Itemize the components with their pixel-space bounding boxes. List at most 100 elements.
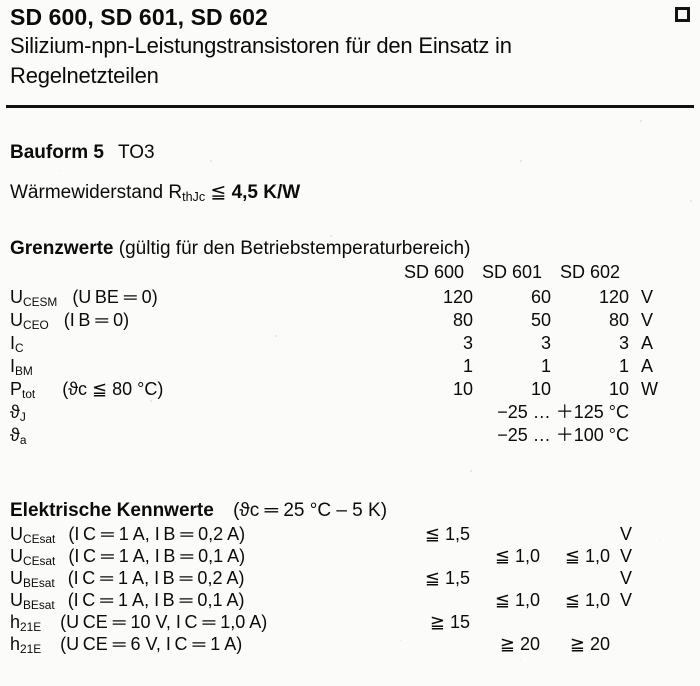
parameter-symbol: UCESM xyxy=(10,287,57,307)
parameter-symbol: ϑa xyxy=(10,425,26,445)
limits-table-body: UCESM (U BE ═ 0) 120 60 120 V UCEO (I B ═ 0) 8… xyxy=(10,287,671,448)
table-row: UCESM (U BE ═ 0) 120 60 120 V xyxy=(10,287,671,310)
value-sd600 xyxy=(400,590,470,612)
scan-speckle xyxy=(660,540,661,541)
limits-header-row: SD 600 SD 601 SD 602 xyxy=(10,262,671,287)
parameter-label: UCEO (I B ═ 0) xyxy=(10,310,395,333)
package-value: TO3 xyxy=(118,142,155,163)
table-row: UCEsat (I C ═ 1 A, I B ═ 0,2 A) ≦ 1,5 V xyxy=(10,524,646,546)
limits-header-spacer xyxy=(10,262,395,287)
parameter-symbol: IBM xyxy=(10,356,33,376)
unit-cell: V xyxy=(629,310,671,333)
parameter-condition: (I C ═ 1 A, I B ═ 0,1 A) xyxy=(63,590,245,610)
thermal-resistance-row: Wärmewiderstand RthJc ≦ 4,5 K/W xyxy=(10,181,300,204)
subtitle-line-2: Regelnetzteilen xyxy=(10,63,159,89)
parameter-label: UCEsat (I C ═ 1 A, I B ═ 0,1 A) xyxy=(10,546,400,568)
limits-col-unit xyxy=(629,262,671,287)
scan-speckle xyxy=(690,200,692,202)
parameter-condition: (U CE ═ 6 V, I C ═ 1 A) xyxy=(55,634,242,654)
parameter-symbol: UBEsat xyxy=(10,568,55,588)
parameter-symbol-subscript: CEO xyxy=(23,318,49,332)
datasheet-page: SD 600, SD 601, SD 602 Silizium-npn-Leis… xyxy=(0,0,700,686)
value-sd601: 10 xyxy=(473,379,551,402)
parameter-label: UBEsat (I C ═ 1 A, I B ═ 0,2 A) xyxy=(10,568,400,590)
value-sd602: 80 xyxy=(551,310,629,333)
parameter-condition: (I C ═ 1 A, I B ═ 0,2 A) xyxy=(63,524,245,544)
parameter-symbol: Ptot xyxy=(10,379,35,399)
unit-cell xyxy=(610,634,646,656)
scan-speckle xyxy=(520,660,521,661)
electrical-heading-condition: (ϑc ═ 25 °C – 5 K) xyxy=(233,500,387,521)
unit-cell: V xyxy=(610,546,646,568)
value-sd601: 50 xyxy=(473,310,551,333)
subtitle-line-1: Silizium-npn-Leistungstransistoren für d… xyxy=(10,33,512,59)
parameter-symbol: IC xyxy=(10,333,24,353)
parameter-symbol-subscript: tot xyxy=(22,387,35,401)
parameter-symbol-subscript: J xyxy=(20,410,26,424)
scan-speckle xyxy=(330,235,332,237)
parameter-label: UCESM (U BE ═ 0) xyxy=(10,287,395,310)
parameter-symbol-subscript: BM xyxy=(15,364,33,378)
unit-cell: A xyxy=(629,356,671,379)
value-sd602: ≦ 1,0 xyxy=(540,546,610,568)
table-row: ϑJ −25 … ＋125 °C xyxy=(10,402,671,425)
parameter-label: IC xyxy=(10,333,395,356)
parameter-label: UCEsat (I C ═ 1 A, I B ═ 0,2 A) xyxy=(10,524,400,546)
page-title: SD 600, SD 601, SD 602 xyxy=(10,4,268,31)
parameter-symbol-subscript: CEsat xyxy=(23,532,55,546)
limits-col-sd601: SD 601 xyxy=(473,262,551,287)
package-label: Bauform 5 xyxy=(10,142,104,163)
value-sd600: 3 xyxy=(395,333,473,356)
table-row: ϑa −25 … ＋100 °C xyxy=(10,425,671,448)
parameter-symbol-subscript: a xyxy=(20,433,27,447)
parameter-condition: (U BE ═ 0) xyxy=(67,287,157,307)
table-row: Ptot (ϑc ≦ 80 °C) 10 10 10 W xyxy=(10,379,671,402)
parameter-symbol: ϑJ xyxy=(10,402,26,422)
value-sd600: 1 xyxy=(395,356,473,379)
value-sd600: ≦ 1,5 xyxy=(400,568,470,590)
table-row: IBM 1 1 1 A xyxy=(10,356,671,379)
electrical-heading: Elektrische Kennwerte (ϑc ═ 25 °C – 5 K) xyxy=(10,500,387,522)
unit-cell xyxy=(610,612,646,634)
parameter-label: h21E (U CE ═ 6 V, I C ═ 1 A) xyxy=(10,634,400,656)
scan-speckle xyxy=(60,170,61,171)
parameter-label: ϑa xyxy=(10,425,395,448)
unit-cell xyxy=(629,402,671,425)
parameter-symbol: h21E xyxy=(10,612,41,632)
parameter-symbol: UBEsat xyxy=(10,590,55,610)
value-sd602: 10 xyxy=(551,379,629,402)
limits-table-head: SD 600 SD 601 SD 602 xyxy=(10,262,671,287)
scan-speckle xyxy=(210,160,212,162)
value-sd602: 120 xyxy=(551,287,629,310)
unit-cell: V xyxy=(610,568,646,590)
table-row: IC 3 3 3 A xyxy=(10,333,671,356)
parameter-label: h21E (U CE ═ 10 V, I C ═ 1,0 A) xyxy=(10,612,400,634)
table-row: h21E (U CE ═ 10 V, I C ═ 1,0 A) ≧ 15 xyxy=(10,612,646,634)
parameter-symbol-subscript: CEsat xyxy=(23,554,55,568)
parameter-label: Ptot (ϑc ≦ 80 °C) xyxy=(10,379,395,402)
scan-speckle xyxy=(470,470,472,472)
unit-cell: V xyxy=(610,590,646,612)
parameter-symbol: UCEsat xyxy=(10,524,55,544)
limits-table: SD 600 SD 601 SD 602 UCESM (U BE ═ 0) 120… xyxy=(10,262,671,448)
value-sd602: ≦ 1,0 xyxy=(540,590,610,612)
value-sd601 xyxy=(470,612,540,634)
parameter-condition: (I B ═ 0) xyxy=(59,310,129,330)
parameter-condition: (U CE ═ 10 V, I C ═ 1,0 A) xyxy=(55,612,267,632)
value-sd600: ≧ 15 xyxy=(400,612,470,634)
unit-cell: V xyxy=(610,524,646,546)
value-sd602 xyxy=(540,568,610,590)
thermal-resistance-subscript: thJc xyxy=(182,190,205,204)
scan-speckle xyxy=(90,660,91,661)
table-row: UCEO (I B ═ 0) 80 50 80 V xyxy=(10,310,671,333)
value-sd601: ≧ 20 xyxy=(470,634,540,656)
electrical-table: UCEsat (I C ═ 1 A, I B ═ 0,2 A) ≦ 1,5 V UCE… xyxy=(10,524,646,656)
value-sd601 xyxy=(470,568,540,590)
parameter-condition: (I C ═ 1 A, I B ═ 0,2 A) xyxy=(63,568,245,588)
unit-cell: A xyxy=(629,333,671,356)
limits-col-sd600: SD 600 xyxy=(395,262,473,287)
table-row: UCEsat (I C ═ 1 A, I B ═ 0,1 A) ≦ 1,0 ≦ 1,… xyxy=(10,546,646,568)
value-sd601: 3 xyxy=(473,333,551,356)
value-sd602: 1 xyxy=(551,356,629,379)
parameter-condition: (I C ═ 1 A, I B ═ 0,1 A) xyxy=(63,546,245,566)
